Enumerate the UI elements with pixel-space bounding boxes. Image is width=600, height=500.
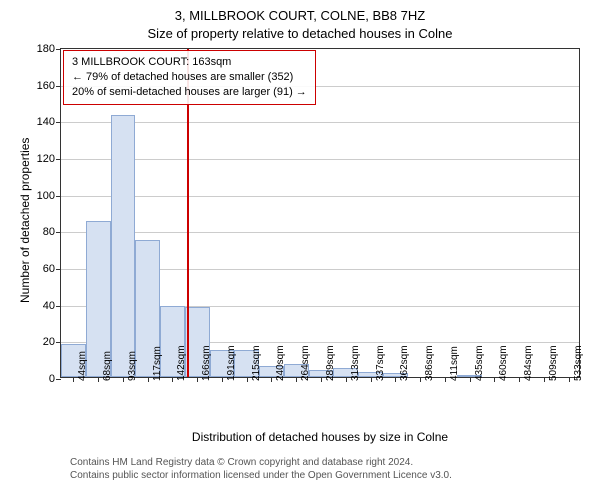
x-tick-mark: [197, 377, 198, 382]
x-tick-mark: [494, 377, 495, 382]
y-tick-mark: [56, 269, 61, 270]
y-tick-mark: [56, 379, 61, 380]
x-tick-label: 117sqm: [152, 346, 163, 381]
y-axis-label: Number of detached properties: [18, 138, 32, 303]
chart-container: 3, MILLBROOK COURT, COLNE, BB8 7HZ Size …: [0, 0, 600, 500]
x-tick-label: 289sqm: [325, 345, 336, 381]
footer-text: Contains HM Land Registry data © Crown c…: [70, 456, 452, 482]
x-tick-mark: [296, 377, 297, 382]
chart-title-main: 3, MILLBROOK COURT, COLNE, BB8 7HZ: [0, 8, 600, 23]
x-tick-label: 313sqm: [350, 345, 361, 381]
x-tick-mark: [445, 377, 446, 382]
annotation-box: 3 MILLBROOK COURT: 163sqm ← 79% of detac…: [63, 50, 316, 105]
x-tick-label: 93sqm: [127, 351, 138, 381]
x-tick-label: 386sqm: [424, 345, 435, 381]
x-tick-mark: [247, 377, 248, 382]
x-tick-label: 264sqm: [300, 345, 311, 381]
chart-title-sub: Size of property relative to detached ho…: [0, 26, 600, 41]
x-tick-mark: [172, 377, 173, 382]
x-tick-label: 362sqm: [399, 345, 410, 381]
y-tick-mark: [56, 86, 61, 87]
annotation-line1: 3 MILLBROOK COURT: 163sqm: [72, 55, 307, 70]
x-tick-mark: [395, 377, 396, 382]
grid-line: [61, 122, 579, 123]
annotation-line3: 20% of semi-detached houses are larger (…: [72, 85, 307, 100]
x-tick-label: 533sqm: [573, 345, 584, 381]
x-tick-label: 240sqm: [275, 345, 286, 381]
y-tick-mark: [56, 122, 61, 123]
x-tick-mark: [420, 377, 421, 382]
y-tick-mark: [56, 306, 61, 307]
y-tick-mark: [56, 49, 61, 50]
x-tick-label: 191sqm: [226, 345, 237, 381]
x-tick-mark: [148, 377, 149, 382]
footer-line1: Contains HM Land Registry data © Crown c…: [70, 456, 452, 469]
x-tick-label: 484sqm: [523, 345, 534, 381]
x-tick-mark: [98, 377, 99, 382]
annotation-line2: ← 79% of detached houses are smaller (35…: [72, 70, 307, 85]
x-tick-label: 44sqm: [77, 351, 88, 381]
x-tick-label: 411sqm: [449, 346, 460, 381]
y-tick-label: 180: [25, 43, 55, 55]
x-tick-mark: [73, 377, 74, 382]
x-tick-label: 460sqm: [498, 345, 509, 381]
histogram-bar: [111, 115, 136, 377]
x-tick-label: 142sqm: [176, 345, 187, 381]
x-tick-mark: [123, 377, 124, 382]
y-tick-mark: [56, 159, 61, 160]
grid-line: [61, 196, 579, 197]
x-tick-label: 68sqm: [102, 351, 113, 381]
x-tick-mark: [519, 377, 520, 382]
y-tick-label: 140: [25, 116, 55, 128]
y-tick-label: 0: [25, 373, 55, 385]
x-tick-label: 435sqm: [474, 345, 485, 381]
x-tick-label: 509sqm: [548, 345, 559, 381]
y-tick-label: 20: [25, 336, 55, 348]
x-tick-label: 215sqm: [251, 345, 262, 381]
x-tick-mark: [321, 377, 322, 382]
y-tick-mark: [56, 232, 61, 233]
x-tick-mark: [271, 377, 272, 382]
x-tick-mark: [544, 377, 545, 382]
grid-line: [61, 232, 579, 233]
x-tick-mark: [346, 377, 347, 382]
footer-line2: Contains public sector information licen…: [70, 469, 452, 482]
grid-line: [61, 159, 579, 160]
x-tick-mark: [470, 377, 471, 382]
y-tick-mark: [56, 196, 61, 197]
x-tick-mark: [569, 377, 570, 382]
x-tick-mark: [371, 377, 372, 382]
x-tick-label: 337sqm: [375, 345, 386, 381]
x-tick-label: 166sqm: [201, 345, 212, 381]
x-tick-mark: [222, 377, 223, 382]
y-tick-label: 160: [25, 80, 55, 92]
x-axis-label: Distribution of detached houses by size …: [60, 430, 580, 444]
